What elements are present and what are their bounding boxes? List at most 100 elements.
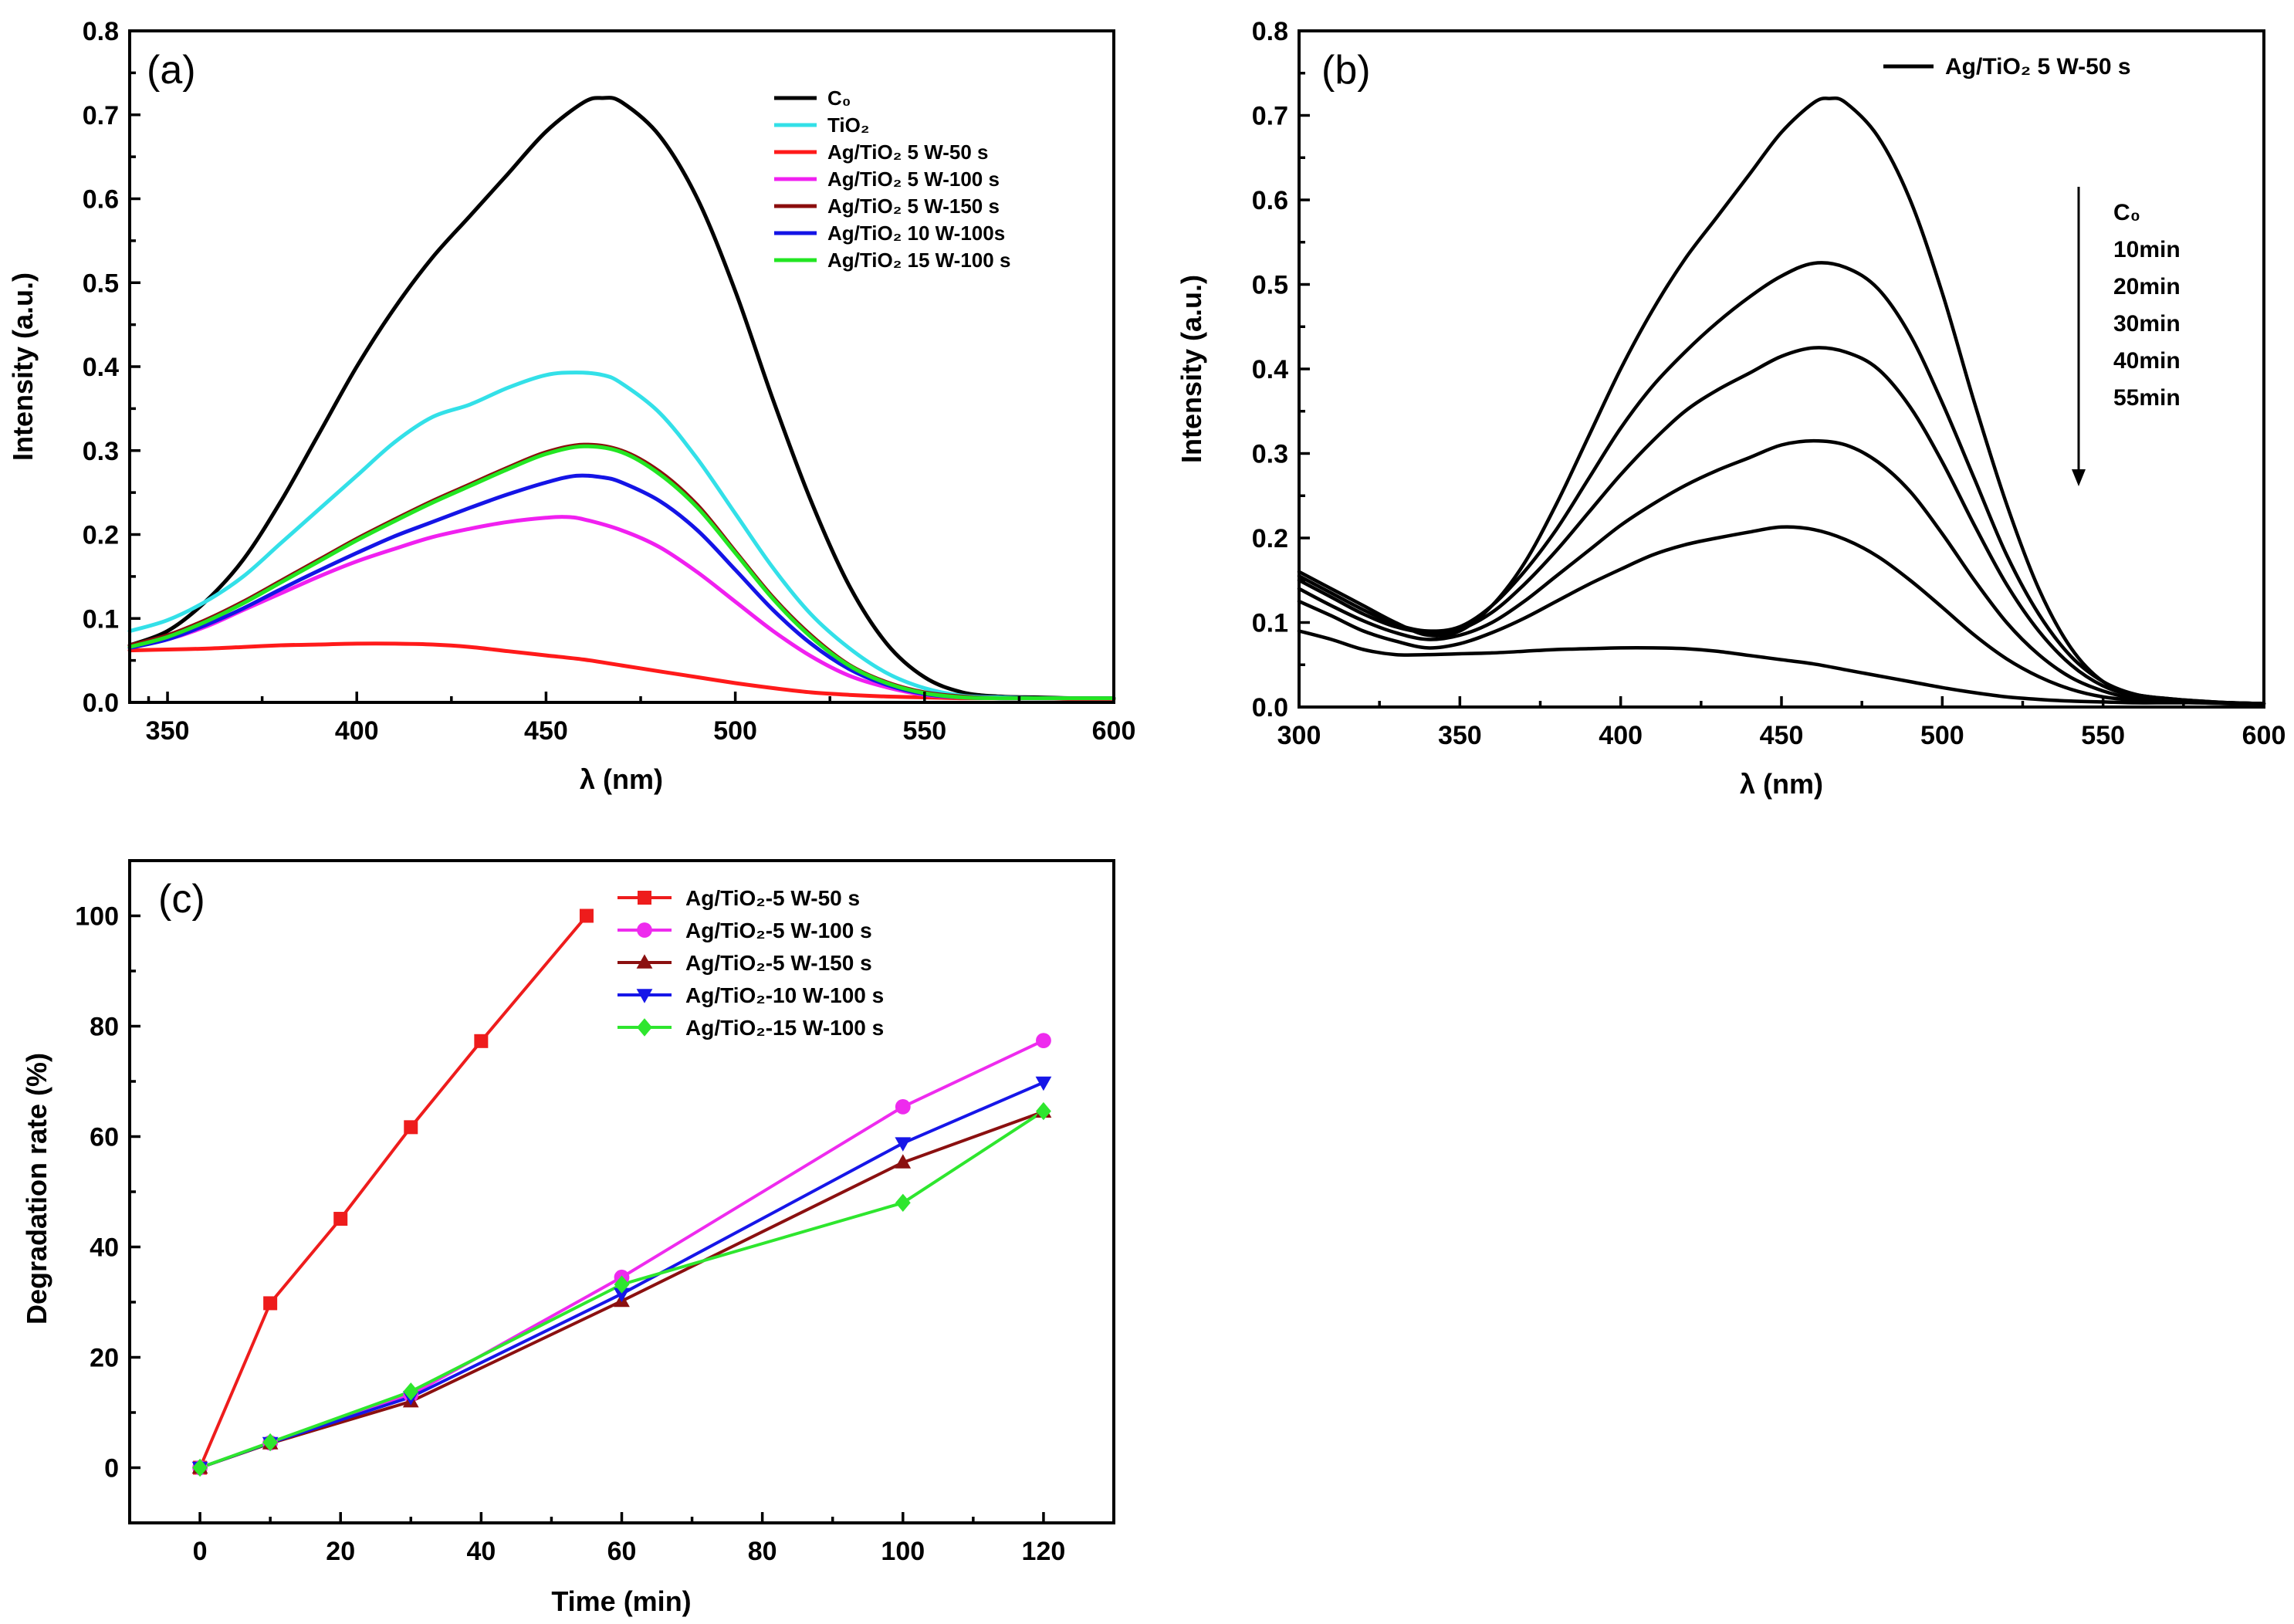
- panel-c-point-0-3: [404, 1120, 418, 1135]
- panel-b-ytick-label-3: 0.3: [1252, 440, 1288, 469]
- panel-a-xtick-label-3: 500: [713, 716, 757, 746]
- panel-b-xlabel: λ (nm): [1740, 768, 1823, 800]
- panel-a-ytick-label-7: 0.7: [83, 101, 119, 130]
- panel-c-point-0-5: [579, 908, 594, 923]
- panel-a-xlabel: λ (nm): [580, 763, 663, 795]
- panel-c-curves: [198, 914, 1045, 1470]
- legend-a-text-0: C₀: [827, 86, 851, 110]
- panel-a-xtick-label-4: 550: [902, 716, 946, 746]
- panel-c-ytick-label-1: 20: [90, 1344, 119, 1373]
- panel-c-xtick-label-6: 120: [1022, 1537, 1066, 1566]
- panel-a-series-1: [127, 370, 1116, 701]
- panel-a-ytick-label-2: 0.2: [83, 521, 119, 550]
- time-label-5: 55min: [2113, 385, 2181, 411]
- panel-c-xtick-label-3: 60: [607, 1537, 637, 1566]
- time-label-2: 20min: [2113, 274, 2181, 299]
- panel-c-point-4-3: [614, 1275, 630, 1294]
- panel-a-ytick-label-8: 0.8: [83, 17, 119, 46]
- legend-c-text-4: Ag/TiO₂-15 W-100 s: [685, 1016, 884, 1040]
- panel-b-ytick-label-6: 0.6: [1252, 186, 1288, 215]
- legend-c-text-0: Ag/TiO₂-5 W-50 s: [685, 886, 860, 910]
- panel-b-ytick-label-7: 0.7: [1252, 102, 1288, 131]
- panel-c-ytick-label-2: 40: [90, 1233, 119, 1263]
- panel-c-series-4: [198, 1109, 1045, 1470]
- panel-c-point-0-4: [474, 1034, 489, 1048]
- panel-b-xtick-label-2: 400: [1599, 721, 1643, 750]
- panel-c-point-4-4: [895, 1193, 911, 1212]
- panel-c-ytick-label-5: 100: [75, 902, 119, 932]
- legend-c-text-1: Ag/TiO₂-5 W-100 s: [685, 919, 872, 942]
- panel-a-ticks: 350 400 450 500 550 600 0.0 0.1 0.2 0.3 0.4 0.5 0.6 0…: [83, 17, 1136, 746]
- panel-a-xtick-label-1: 400: [335, 716, 379, 746]
- panel-c-ytick-label-4: 80: [90, 1013, 119, 1042]
- legend-a-text-2: Ag/TiO₂ 5 W-50 s: [827, 140, 988, 164]
- panel-c-ytick-label-0: 0: [104, 1454, 119, 1484]
- panel-c-point-0-1: [263, 1296, 278, 1311]
- legend-a-text-1: TiO₂: [827, 113, 869, 137]
- legend-a-text-4: Ag/TiO₂ 5 W-150 s: [827, 195, 1000, 218]
- panel-a-curves: [127, 96, 1116, 702]
- panel-b-series-4: [1297, 525, 2266, 705]
- panel-b-xtick-label-3: 450: [1760, 721, 1804, 750]
- panel-b-xtick-label-1: 350: [1438, 721, 1482, 750]
- panel-c-ytick-label-3: 60: [90, 1123, 119, 1152]
- panel-c-xtick-label-0: 0: [193, 1537, 208, 1566]
- panel-b-series-3: [1297, 438, 2266, 705]
- panel-c-markers: [191, 908, 1052, 1477]
- panel-b-ylabel: Intensity (a.u.): [1176, 275, 1207, 463]
- panel-c-point-0-2: [333, 1212, 348, 1226]
- time-label-1: 10min: [2113, 237, 2181, 262]
- panel-c-series-0: [198, 914, 588, 1470]
- panel-a-xtick-label-0: 350: [146, 716, 190, 746]
- legend-a-text-5: Ag/TiO₂ 10 W-100s: [827, 222, 1005, 245]
- time-label-3: 30min: [2113, 311, 2181, 337]
- panel-b-xtick-label-4: 500: [1920, 721, 1964, 750]
- panel-b-ytick-label-4: 0.4: [1252, 355, 1288, 384]
- panel-b-series-1: [1297, 261, 2266, 705]
- panel-c-ticks: 0 20 40 60 80 100 120 0 20 40 60 80 100: [75, 902, 1065, 1567]
- panel-a-xtick-label-5: 600: [1092, 716, 1136, 746]
- panel-c-point-4-0: [192, 1458, 208, 1477]
- panel-b-ticks: 300 350 400 450 500 550 600 0.0 0.1 0.2 0.3 0.4 0.5 0…: [1252, 17, 2286, 750]
- panel-a-ylabel: Intensity (a.u.): [7, 272, 39, 461]
- legend-a-text-6: Ag/TiO₂ 15 W-100 s: [827, 249, 1010, 272]
- panel-c-label: (c): [158, 877, 205, 922]
- panel-b-ytick-label-8: 0.8: [1252, 17, 1288, 46]
- panel-c-xtick-label-4: 80: [748, 1537, 777, 1566]
- legend-c-marker-4: [637, 1018, 652, 1037]
- panel-c-series-1: [198, 1039, 1045, 1470]
- panel-b-xtick-label-5: 550: [2081, 721, 2125, 750]
- panel-a-ytick-label-4: 0.4: [83, 353, 119, 382]
- panel-a-series-2: [127, 641, 1116, 702]
- panel-b-time-labels: C₀ 10min 20min 30min 40min 55min: [2113, 200, 2181, 411]
- panel-b-ytick-label-0: 0.0: [1252, 693, 1288, 722]
- legend-c-text-2: Ag/TiO₂-5 W-150 s: [685, 951, 872, 975]
- panel-a-ytick-label-5: 0.5: [83, 269, 119, 298]
- panel-b-xtick-label-0: 300: [1277, 721, 1321, 750]
- legend-c-marker-0: [638, 891, 651, 905]
- panel-b-legend: Ag/TiO₂ 5 W-50 s: [1883, 54, 2131, 80]
- panel-c-xlabel: Time (min): [551, 1585, 691, 1617]
- panel-a-series-0: [127, 96, 1116, 701]
- panel-c-point-1-4: [895, 1098, 911, 1115]
- legend-c-marker-2: [636, 954, 653, 969]
- panel-a-ytick-label-3: 0.3: [83, 437, 119, 466]
- panel-a-legend: C₀ TiO₂ Ag/TiO₂ 5 W-50 s Ag/TiO₂ 5 W-100…: [774, 86, 1010, 272]
- panel-c-xtick-label-5: 100: [881, 1537, 925, 1566]
- time-arrow-head: [2072, 469, 2086, 486]
- legend-c-marker-1: [637, 922, 652, 938]
- panel-c-point-2-4: [895, 1154, 912, 1169]
- panel-c-point-3-5: [1035, 1076, 1052, 1091]
- time-label-4: 40min: [2113, 348, 2181, 374]
- panel-a-series-6: [127, 444, 1116, 701]
- panel-b-ytick-label-1: 0.1: [1252, 609, 1288, 638]
- panel-c-point-4-2: [403, 1382, 419, 1401]
- panel-c-point-4-5: [1036, 1101, 1051, 1121]
- panel-a-ytick-label-0: 0.0: [83, 689, 119, 718]
- panel-c-point-3-3: [614, 1287, 630, 1303]
- panel-a-frame: [128, 29, 1115, 704]
- legend-c-text-3: Ag/TiO₂-10 W-100 s: [685, 983, 884, 1007]
- panel-b-time-arrow: [2072, 187, 2086, 486]
- panel-c-ylabel: Degradation rate (%): [21, 1053, 52, 1325]
